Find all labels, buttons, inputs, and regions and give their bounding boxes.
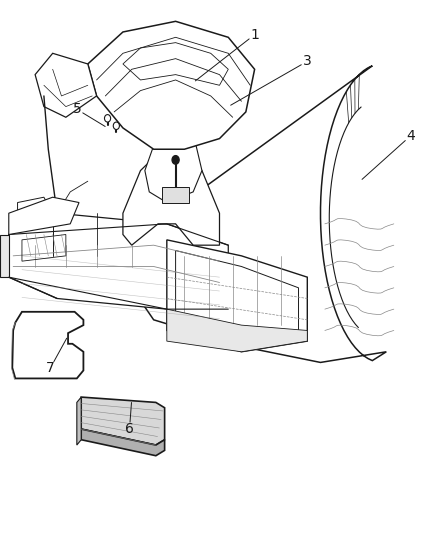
Text: 4: 4 (405, 129, 414, 143)
Circle shape (172, 156, 179, 164)
Polygon shape (0, 235, 9, 277)
Text: 6: 6 (125, 422, 134, 436)
Polygon shape (35, 53, 96, 117)
Circle shape (104, 115, 110, 122)
Polygon shape (12, 312, 83, 378)
Polygon shape (166, 240, 307, 352)
Text: 7: 7 (46, 361, 55, 375)
Polygon shape (9, 213, 228, 309)
Polygon shape (162, 187, 188, 203)
Polygon shape (145, 117, 201, 203)
Polygon shape (110, 66, 385, 362)
Text: 3: 3 (302, 54, 311, 68)
Circle shape (113, 122, 119, 130)
Polygon shape (81, 429, 164, 456)
Polygon shape (18, 197, 53, 229)
Text: 5: 5 (72, 102, 81, 116)
Polygon shape (88, 21, 254, 149)
Polygon shape (77, 397, 81, 445)
Polygon shape (166, 309, 307, 352)
Polygon shape (123, 149, 219, 245)
Polygon shape (9, 197, 79, 235)
Polygon shape (81, 397, 164, 445)
Text: 1: 1 (250, 28, 258, 42)
